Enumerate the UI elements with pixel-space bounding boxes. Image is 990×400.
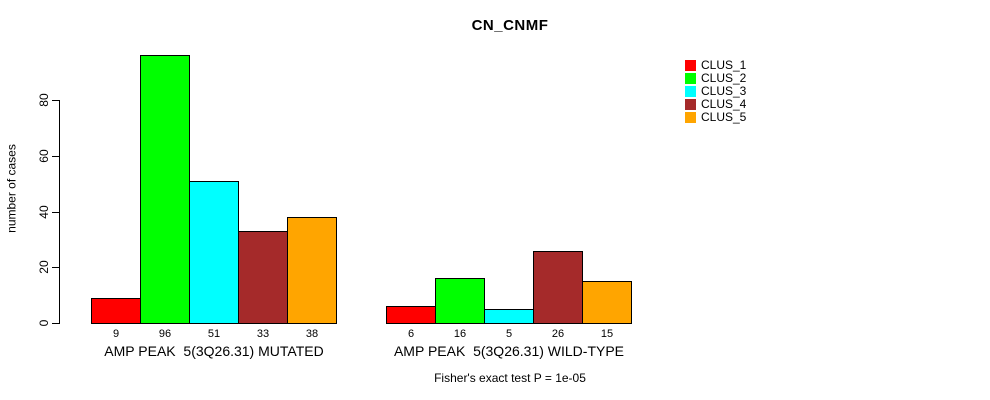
legend-label: CLUS_4	[701, 97, 747, 111]
legend-swatch	[685, 73, 696, 84]
bar-value-label: 9	[112, 328, 120, 340]
bar-clus-3-group-2	[484, 309, 534, 324]
fisher-test-footnote: Fisher's exact test P = 1e-05	[434, 371, 586, 385]
y-axis-label: number of cases	[4, 144, 19, 233]
bar-clus-2-group-2	[435, 278, 485, 324]
bar-clus-5-group-2	[582, 281, 632, 324]
x-axis-group-label: AMP PEAK 5(3Q26.31) WILD-TYPE	[393, 343, 625, 359]
legend-swatch	[685, 86, 696, 97]
y-axis-tick-label: 40	[37, 205, 51, 219]
bar-clus-5-group-1	[287, 217, 337, 324]
x-axis-group-label: AMP PEAK 5(3Q26.31) MUTATED	[104, 343, 324, 359]
legend-swatch	[685, 112, 696, 123]
bar-value-label: 33	[256, 328, 270, 340]
y-axis-tick-label: 20	[37, 260, 51, 274]
legend-swatch	[685, 60, 696, 71]
bar-value-label: 38	[305, 328, 319, 340]
legend-swatch	[685, 99, 696, 110]
y-axis-tick-label: 0	[37, 319, 51, 327]
bar-value-label: 16	[453, 328, 467, 340]
y-axis-tick	[52, 323, 59, 324]
y-axis-tick	[52, 156, 59, 157]
bar-value-label: 5	[505, 328, 513, 340]
chart-title: CN_CNMF	[471, 17, 549, 34]
bar-clus-3-group-1	[189, 181, 239, 324]
y-axis-tick-label: 80	[37, 93, 51, 107]
y-axis-tick	[52, 100, 59, 101]
bar-clus-1-group-2	[386, 306, 436, 324]
bar-value-label: 51	[207, 328, 221, 340]
y-axis-tick	[52, 212, 59, 213]
bar-clus-4-group-1	[238, 231, 288, 324]
bar-clus-1-group-1	[91, 298, 141, 324]
legend-label: CLUS_2	[701, 71, 747, 85]
y-axis-tick-label: 60	[37, 149, 51, 163]
bar-value-label: 26	[551, 328, 565, 340]
bar-value-label: 15	[600, 328, 614, 340]
legend-label: CLUS_1	[701, 58, 747, 72]
bar-clus-4-group-2	[533, 251, 583, 324]
y-axis-tick	[52, 267, 59, 268]
legend-label: CLUS_5	[701, 110, 747, 124]
bar-value-label: 96	[158, 328, 172, 340]
y-axis-line	[59, 100, 60, 324]
bar-clus-2-group-1	[140, 55, 190, 324]
bar-value-label: 6	[407, 328, 415, 340]
legend-label: CLUS_3	[701, 84, 747, 98]
